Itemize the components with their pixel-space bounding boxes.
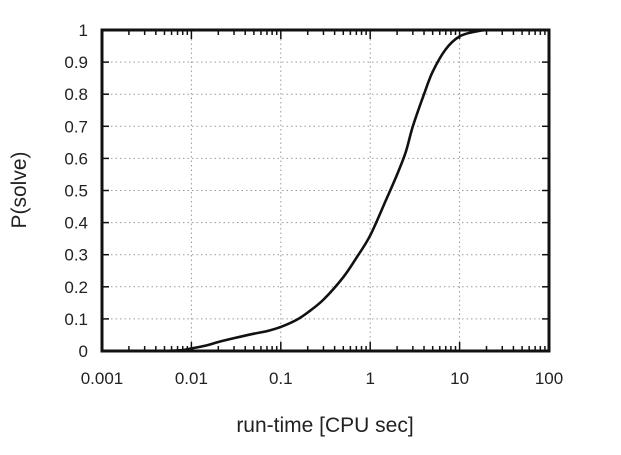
y-tick-label: 0.3 (64, 246, 88, 265)
y-tick-label: 0.7 (64, 117, 88, 136)
axis-ticks (101, 29, 550, 352)
y-tick-label: 0.9 (64, 53, 88, 72)
y-tick-label: 0.1 (64, 310, 88, 329)
plot-frame (100, 28, 551, 353)
x-tick-label: 0.001 (81, 369, 124, 388)
y-tick-label: 0.8 (64, 85, 88, 104)
y-axis-title: P(solve) (8, 151, 31, 228)
series-line (163, 28, 551, 353)
x-tick-label: 1 (365, 369, 374, 388)
x-tick-label: 0.1 (269, 369, 293, 388)
x-tick-label: 10 (450, 369, 469, 388)
x-axis-title: run-time [CPU sec] (236, 414, 413, 437)
x-tick-label: 0.01 (175, 369, 208, 388)
y-tick-label: 0 (79, 342, 88, 361)
y-tick-label: 0.5 (64, 182, 88, 201)
x-tick-labels: 0.001 0.01 0.1 1 10 100 (81, 369, 563, 388)
grid-lines (102, 30, 549, 351)
y-tick-label: 1 (79, 21, 88, 40)
y-tick-label: 0.2 (64, 278, 88, 297)
y-tick-labels: 0 0.1 0.2 0.3 0.4 0.5 0.6 0.7 0.8 0.9 1 (64, 21, 88, 361)
y-tick-label: 0.4 (64, 214, 88, 233)
y-tick-label: 0.6 (64, 149, 88, 168)
x-tick-label: 100 (535, 369, 563, 388)
